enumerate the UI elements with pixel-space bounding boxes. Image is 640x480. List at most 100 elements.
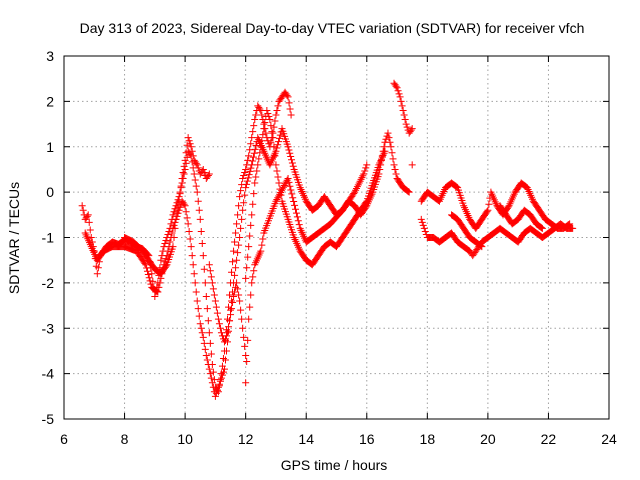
- data-point-marker: [193, 297, 201, 305]
- data-point-marker: [93, 270, 101, 278]
- data-point-marker: [143, 264, 151, 272]
- data-point-marker: [183, 141, 191, 149]
- data-point-marker: [245, 315, 253, 323]
- data-point-marker: [192, 182, 200, 190]
- data-point-marker: [283, 91, 291, 99]
- x-tick-label: 14: [298, 431, 314, 447]
- data-point-marker: [198, 329, 206, 337]
- data-point-marker: [359, 172, 367, 180]
- data-point-marker: [167, 220, 175, 228]
- data-point-marker: [258, 241, 266, 249]
- data-point-marker: [162, 262, 170, 270]
- data-point-marker: [360, 170, 368, 178]
- data-point-marker: [353, 183, 361, 191]
- data-point-marker: [204, 317, 212, 325]
- data-point-marker: [203, 305, 211, 313]
- data-point-marker: [244, 253, 252, 261]
- data-point-marker: [403, 123, 411, 131]
- data-point-marker: [234, 285, 242, 293]
- data-point-marker: [193, 161, 201, 169]
- data-point-marker: [284, 143, 292, 151]
- x-tick-label: 10: [177, 431, 193, 447]
- data-point-marker: [234, 249, 242, 257]
- data-point-marker: [246, 232, 254, 240]
- data-point-marker: [351, 188, 359, 196]
- data-point-marker: [267, 138, 275, 146]
- data-point-marker: [354, 181, 362, 189]
- data-point-marker: [245, 171, 253, 179]
- data-point-marker: [185, 227, 193, 235]
- data-point-marker: [245, 243, 253, 251]
- data-point-marker: [239, 175, 247, 183]
- data-point-marker: [564, 221, 572, 229]
- data-point-marker: [385, 134, 393, 142]
- data-point-marker: [272, 147, 280, 155]
- data-point-marker: [235, 202, 243, 210]
- data-point-marker: [484, 206, 492, 214]
- data-point-marker: [271, 117, 279, 125]
- data-point-marker: [196, 320, 204, 328]
- data-point-marker: [236, 193, 244, 201]
- data-point-marker: [181, 202, 189, 210]
- data-point-marker: [483, 208, 491, 216]
- data-point-marker: [231, 238, 239, 246]
- data-point-marker: [380, 143, 388, 151]
- data-point-marker: [231, 288, 239, 296]
- data-point-marker: [273, 106, 281, 114]
- data-point-marker: [249, 157, 257, 165]
- data-point-marker: [358, 174, 366, 182]
- data-point-marker: [164, 230, 172, 238]
- data-point-marker: [210, 291, 218, 299]
- y-tick-label: 3: [46, 48, 54, 64]
- data-point-marker: [228, 297, 236, 305]
- data-point-marker: [391, 165, 399, 173]
- data-point-marker: [237, 306, 245, 314]
- data-point-marker: [284, 175, 292, 183]
- data-point-marker: [85, 218, 93, 226]
- data-point-marker: [94, 264, 102, 272]
- data-point-marker: [417, 215, 425, 223]
- data-points: [78, 79, 577, 400]
- data-point-marker: [291, 201, 299, 209]
- data-point-marker: [249, 200, 257, 208]
- data-point-marker: [204, 361, 212, 369]
- data-point-marker: [237, 224, 245, 232]
- data-point-marker: [237, 187, 245, 195]
- data-point-marker: [188, 252, 196, 260]
- data-point-marker: [227, 311, 235, 319]
- data-point-marker: [404, 187, 412, 195]
- data-point-marker: [200, 168, 208, 176]
- data-point-marker: [190, 170, 198, 178]
- data-point-marker: [387, 143, 395, 151]
- data-point-marker: [255, 155, 263, 163]
- data-point-marker: [289, 162, 297, 170]
- data-point-marker: [235, 241, 243, 249]
- data-point-marker: [388, 149, 396, 157]
- data-point-marker: [186, 140, 194, 148]
- data-point-marker: [181, 156, 189, 164]
- data-point-marker: [201, 279, 209, 287]
- data-point-marker: [201, 345, 209, 353]
- data-point-marker: [392, 82, 400, 90]
- data-point-marker: [386, 138, 394, 146]
- data-point-marker: [197, 227, 205, 235]
- data-point-marker: [84, 211, 92, 219]
- data-point-marker: [286, 182, 294, 190]
- data-point-marker: [289, 194, 297, 202]
- data-point-marker: [243, 180, 251, 188]
- data-point-marker: [240, 333, 248, 341]
- data-point-marker: [248, 134, 256, 142]
- data-point-marker: [401, 116, 409, 124]
- data-point-marker: [382, 135, 390, 143]
- data-point-marker: [256, 105, 264, 113]
- data-point-marker: [285, 178, 293, 186]
- data-point-marker: [243, 177, 251, 185]
- y-tick-label: -1: [42, 230, 55, 246]
- data-point-marker: [189, 261, 197, 269]
- data-point-marker: [198, 240, 206, 248]
- data-point-marker: [202, 351, 210, 359]
- x-tick-label: 12: [238, 431, 254, 447]
- data-point-marker: [215, 380, 223, 388]
- data-point-marker: [238, 215, 246, 223]
- data-point-marker: [248, 279, 256, 287]
